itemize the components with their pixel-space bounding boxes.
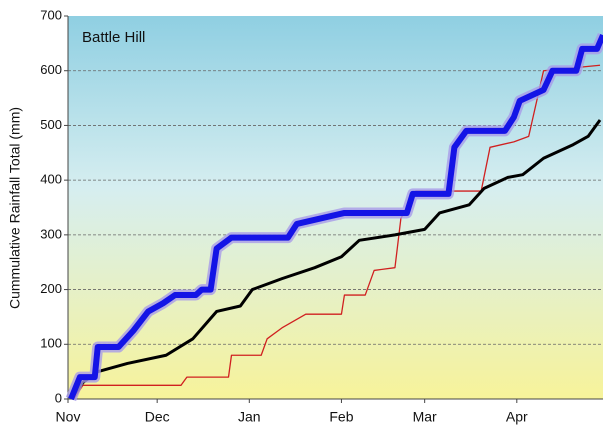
line: [69, 119, 602, 400]
x-tick-label: Feb: [329, 409, 353, 425]
x-tick-label: Jan: [238, 409, 261, 425]
y-tick-label: 0: [55, 390, 62, 405]
y-tick-label: 200: [40, 281, 62, 296]
chart-title: Battle Hill: [82, 29, 145, 46]
x-tick-label: Dec: [145, 409, 170, 425]
line: [68, 33, 603, 401]
line: [73, 64, 601, 400]
y-tick-label: 700: [40, 7, 62, 22]
plot-area: [68, 16, 603, 399]
y-axis-label: Cummulative Rainfall Total (mm): [7, 107, 23, 309]
y-tick-label: 600: [40, 62, 62, 77]
x-tick-label: Mar: [413, 409, 437, 425]
y-tick-label: 300: [40, 226, 62, 241]
x-tick-label: Nov: [56, 409, 81, 425]
y-tick-label: 500: [40, 117, 62, 132]
y-tick-label: 400: [40, 172, 62, 187]
y-tick-label: 100: [40, 336, 62, 351]
x-tick-label: Apr: [506, 409, 528, 425]
